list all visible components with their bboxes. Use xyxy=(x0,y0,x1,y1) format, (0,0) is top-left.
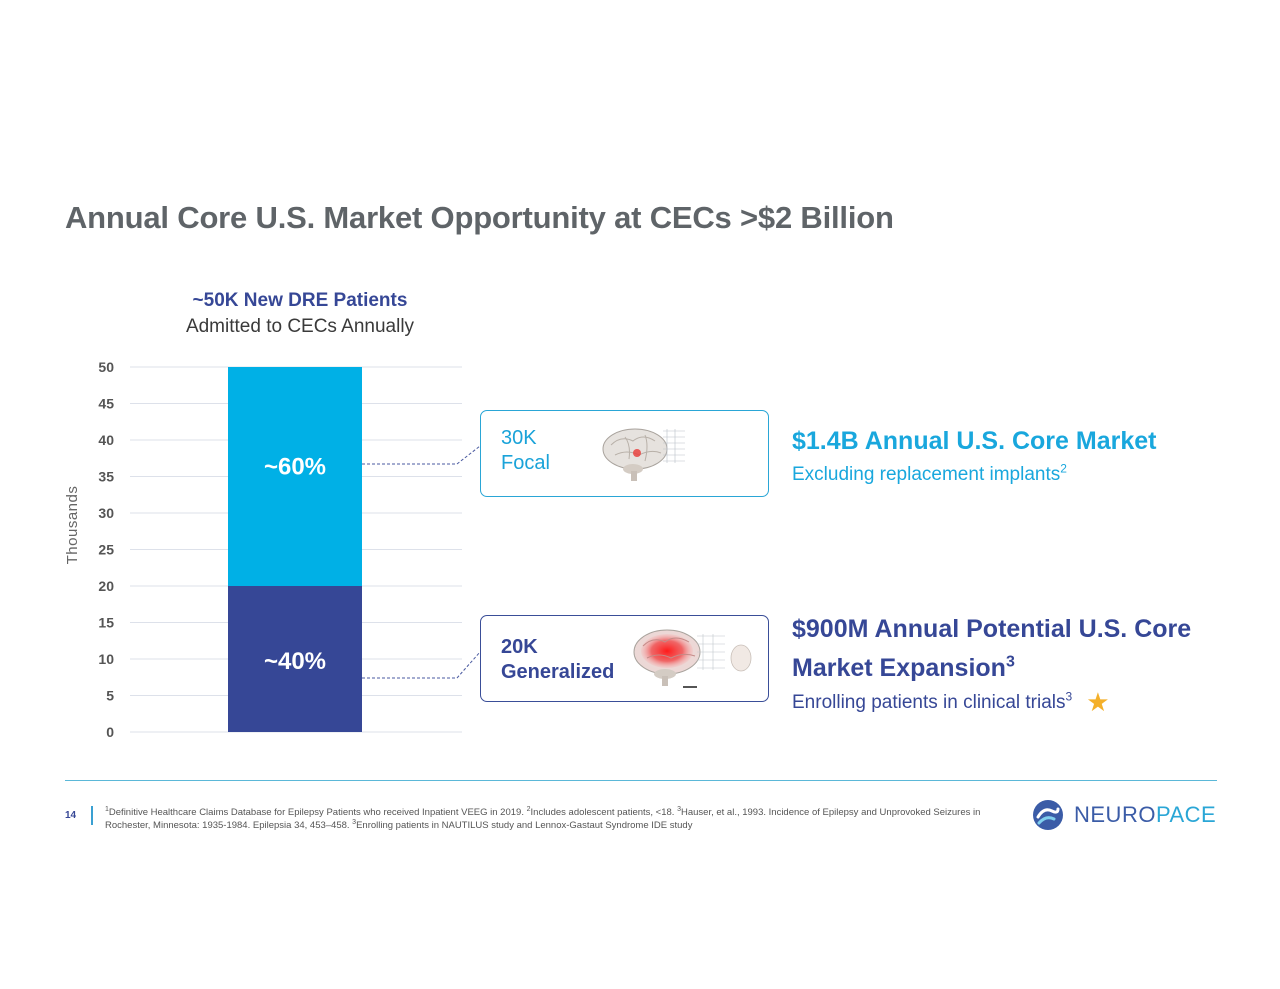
y-tick-label: 0 xyxy=(106,724,114,740)
bar-segment-label-1: ~60% xyxy=(264,454,326,481)
bar-segment-label-0: ~40% xyxy=(264,648,326,675)
generalized-count: 20K xyxy=(501,636,538,658)
callout-focal: 30K Focal xyxy=(480,410,769,497)
callout-generalized: 20K Generalized xyxy=(480,615,769,702)
y-tick-label: 35 xyxy=(98,469,114,485)
chart-heading-primary: ~50K New DRE Patients xyxy=(192,290,408,311)
connector-generalized xyxy=(362,651,481,679)
focal-count: 30K xyxy=(501,427,537,449)
brain-focal-icon xyxy=(602,428,685,481)
star-icon: ★ xyxy=(1086,687,1110,717)
core-market-heading: $1.4B Annual U.S. Core Market xyxy=(792,427,1157,455)
y-tick-label: 25 xyxy=(98,542,114,558)
connector-focal xyxy=(362,445,481,465)
y-axis-ticks: 0 5 10 15 20 25 30 35 40 45 50 xyxy=(98,359,114,740)
y-tick-label: 40 xyxy=(98,432,114,448)
generalized-label: Generalized xyxy=(501,661,615,683)
bar-segment-0 xyxy=(228,586,362,732)
chart-heading-secondary: Admitted to CECs Annually xyxy=(185,316,415,337)
expansion-line1: $900M Annual Potential U.S. Core xyxy=(792,615,1192,643)
y-tick-label: 20 xyxy=(98,578,114,594)
y-tick-label: 5 xyxy=(106,688,114,704)
neuropace-logo-icon xyxy=(1033,800,1063,830)
footer-divider xyxy=(65,780,1217,781)
expansion-line2: Market Expansion xyxy=(792,654,1006,682)
footnotes: 1Definitive Healthcare Claims Database f… xyxy=(105,805,981,831)
y-tick-label: 15 xyxy=(98,615,114,631)
expansion-sub-footnote-ref: 3 xyxy=(1065,689,1073,704)
bar-labels: ~40% ~60% xyxy=(264,454,326,676)
brain-generalized-icon xyxy=(633,629,752,688)
y-tick-label: 10 xyxy=(98,651,114,667)
chart-bars xyxy=(228,367,362,732)
expansion-heading: $900M Annual Potential U.S. Core Market … xyxy=(792,610,1212,688)
bar-segment-1 xyxy=(228,367,362,586)
expansion-subtext: Enrolling patients in clinical trials3 ★ xyxy=(792,687,1110,717)
core-market-subtext: Excluding replacement implants2 xyxy=(792,461,1067,485)
core-sub-footnote-ref: 2 xyxy=(1060,461,1067,476)
page-number-separator xyxy=(91,806,93,825)
focal-label: Focal xyxy=(501,452,550,474)
logo-word-pace: PACE xyxy=(1155,802,1217,827)
neuropace-logo: NEUROPACE xyxy=(1032,797,1222,833)
logo-word-neuro: NEURO xyxy=(1074,802,1156,827)
y-tick-label: 45 xyxy=(98,396,114,412)
y-tick-label: 30 xyxy=(98,505,114,521)
page-number: 14 xyxy=(65,810,77,821)
y-tick-label: 50 xyxy=(98,359,114,375)
expansion-footnote-ref: 3 xyxy=(1005,653,1015,671)
page-title: Annual Core U.S. Market Opportunity at C… xyxy=(65,200,894,235)
